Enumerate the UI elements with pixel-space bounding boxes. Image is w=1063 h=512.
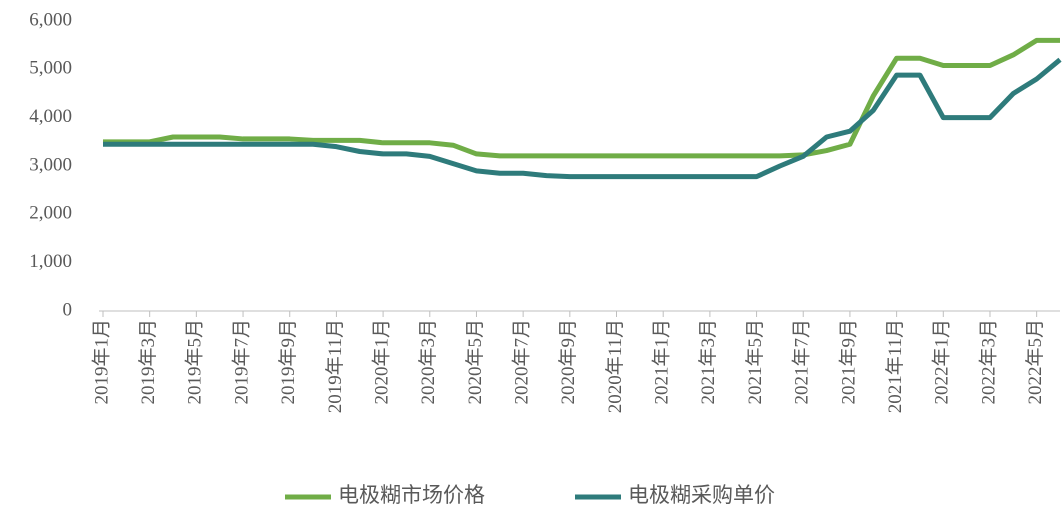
x-tick-label: 2020年11月 [604,319,626,413]
y-tick-label: 4,000 [29,106,72,127]
x-tick-label: 2020年1月 [370,319,392,405]
y-tick-label: 2,000 [29,203,72,224]
x-tick-label: 2019年9月 [277,319,299,405]
x-tick-label: 2019年1月 [90,319,112,405]
x-tick-label: 2021年1月 [651,319,673,405]
x-tick-label: 2022年5月 [1024,319,1046,405]
x-tick-label: 2019年11月 [324,319,346,413]
y-tick-label: 0 [63,299,73,320]
x-tick-label: 2021年5月 [744,319,766,405]
y-tick-label: 5,000 [29,58,72,79]
x-tick-label: 2021年3月 [697,319,719,405]
x-tick-label: 2021年9月 [837,319,859,405]
x-tick-label: 2020年3月 [417,319,439,405]
x-tick-label: 2019年7月 [230,319,252,405]
x-tick-label: 2022年3月 [977,319,999,405]
x-tick-label: 2021年7月 [791,319,813,405]
x-tick-label: 2022年1月 [931,319,953,405]
x-tick-label: 2020年7月 [511,319,533,405]
y-tick-label: 6,000 [29,9,72,30]
x-tick-label: 2020年9月 [557,319,579,405]
line-series [103,37,1060,159]
x-tick-label: 2019年5月 [184,319,206,405]
y-tick-label: 1,000 [29,251,72,272]
x-tick-label: 2019年3月 [137,319,159,405]
legend-label: 电极糊市场价格 [338,483,485,507]
x-tick-label: 2021年11月 [884,319,906,413]
x-tick-label: 2020年5月 [464,319,486,405]
legend-label: 电极糊采购单价 [628,483,775,507]
line-series [103,57,1062,180]
y-tick-label: 3,000 [29,154,72,175]
